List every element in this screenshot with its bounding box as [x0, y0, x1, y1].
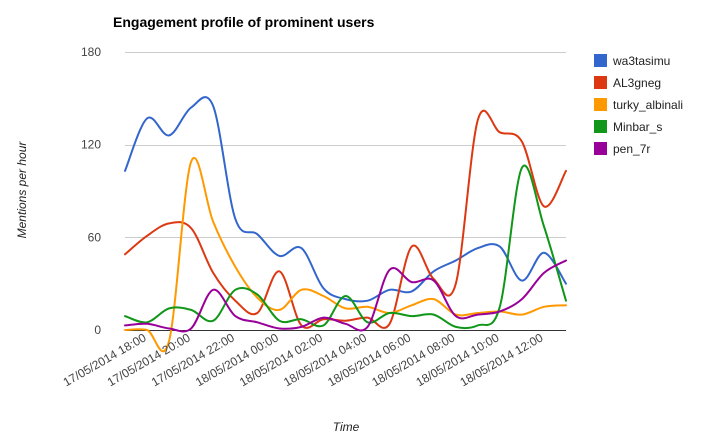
y-tick-label: 0 [94, 323, 101, 337]
y-axis-title: Mentions per hour [15, 141, 29, 239]
series-line-Minbar_s [124, 164, 567, 330]
legend-label-turky_albinali: turky_albinali [613, 98, 683, 112]
legend-swatch-pen_7r [594, 142, 607, 155]
legend-label-Minbar_s: Minbar_s [613, 120, 662, 134]
legend-label-AL3gneg: AL3gneg [613, 76, 661, 90]
legend-label-pen_7r: pen_7r [613, 142, 650, 156]
x-axis-title: Time [333, 420, 360, 434]
series-line-AL3gneg [124, 109, 567, 329]
legend-swatch-wa3tasimu [594, 54, 607, 67]
chart-title: Engagement profile of prominent users [113, 14, 375, 30]
series-line-turky_albinali [124, 157, 567, 352]
y-tick-label: 60 [88, 230, 102, 244]
legend-swatch-turky_albinali [594, 98, 607, 111]
legend-swatch-AL3gneg [594, 76, 607, 89]
y-tick-label: 180 [81, 45, 101, 59]
series-lines [124, 96, 567, 352]
y-tick-label: 120 [81, 138, 101, 152]
y-axis-ticks: 0 60 120 180 [81, 45, 101, 337]
legend: wa3tasimu AL3gneg turky_albinali Minbar_spe… [594, 54, 683, 156]
legend-swatch-Minbar_s [594, 120, 607, 133]
grid [125, 52, 566, 331]
series-line-wa3tasimu [124, 96, 567, 303]
series-line-pen_7r [124, 259, 567, 333]
legend-label-wa3tasimu: wa3tasimu [612, 54, 670, 68]
